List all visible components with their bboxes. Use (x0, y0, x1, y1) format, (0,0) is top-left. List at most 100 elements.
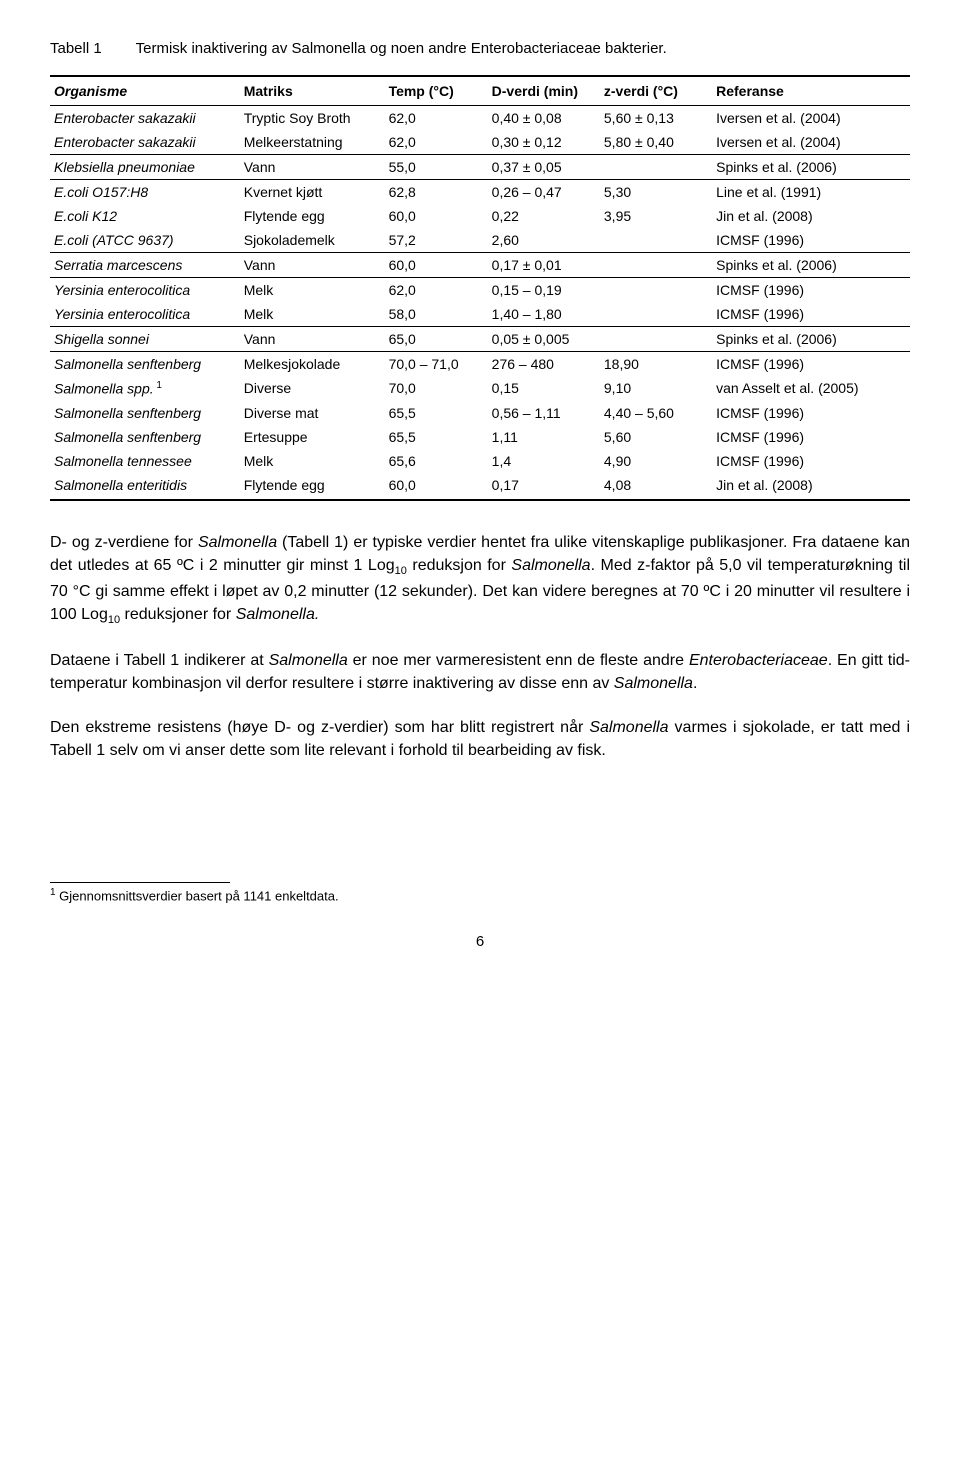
cell-organism: Salmonella senftenberg (50, 401, 240, 425)
p2-text: er noe mer varmeresistent enn de fleste … (348, 652, 689, 669)
cell-zvalue: 18,90 (600, 352, 712, 377)
table-label: Tabell 1 (50, 40, 102, 57)
table-row: Salmonella senftenbergMelkesjokolade70,0… (50, 352, 910, 377)
th-dvalue: D-verdi (min) (488, 76, 600, 106)
cell-dvalue: 1,40 – 1,80 (488, 302, 600, 327)
p1-text: reduksjon for (407, 557, 512, 574)
cell-temp: 60,0 (385, 204, 488, 228)
sub-10: 10 (108, 614, 120, 626)
paragraph-1: D- og z-verdiene for Salmonella (Tabell … (50, 531, 910, 630)
cell-dvalue: 0,17 (488, 473, 600, 500)
cell-organism: Salmonella tennessee (50, 449, 240, 473)
cell-matrix: Ertesuppe (240, 425, 385, 449)
table-row: Yersinia enterocoliticaMelk62,00,15 – 0,… (50, 278, 910, 303)
cell-dvalue: 0,30 ± 0,12 (488, 130, 600, 155)
cell-organism: E.coli (ATCC 9637) (50, 228, 240, 253)
cell-zvalue: 4,08 (600, 473, 712, 500)
cell-dvalue: 0,15 – 0,19 (488, 278, 600, 303)
table-row: Yersinia enterocoliticaMelk58,01,40 – 1,… (50, 302, 910, 327)
table-row: Salmonella senftenbergDiverse mat65,50,5… (50, 401, 910, 425)
table-row: E.coli O157:H8Kvernet kjøtt62,80,26 – 0,… (50, 180, 910, 205)
table-row: Shigella sonneiVann65,00,05 ± 0,005Spink… (50, 327, 910, 352)
th-reference: Referanse (712, 76, 910, 106)
p3-ital: Salmonella (589, 719, 668, 736)
cell-reference: Iversen et al. (2004) (712, 106, 910, 131)
cell-reference: ICMSF (1996) (712, 449, 910, 473)
table-row: Salmonella senftenbergErtesuppe65,51,115… (50, 425, 910, 449)
cell-reference: Iversen et al. (2004) (712, 130, 910, 155)
cell-zvalue: 5,60 ± 0,13 (600, 106, 712, 131)
cell-temp: 62,0 (385, 278, 488, 303)
cell-organism: Enterobacter sakazakii (50, 130, 240, 155)
th-matrix: Matriks (240, 76, 385, 106)
table-row: Salmonella tennesseeMelk65,61,44,90ICMSF… (50, 449, 910, 473)
footnote-text: Gjennomsnittsverdier basert på 1141 enke… (56, 888, 339, 903)
cell-reference: ICMSF (1996) (712, 278, 910, 303)
cell-temp: 65,5 (385, 425, 488, 449)
cell-reference: ICMSF (1996) (712, 425, 910, 449)
table-header-row: Organisme Matriks Temp (°C) D-verdi (min… (50, 76, 910, 106)
data-table: Organisme Matriks Temp (°C) D-verdi (min… (50, 75, 910, 501)
cell-temp: 57,2 (385, 228, 488, 253)
cell-dvalue: 0,40 ± 0,08 (488, 106, 600, 131)
cell-matrix: Flytende egg (240, 204, 385, 228)
p2-text: Dataene i Tabell 1 indikerer at (50, 652, 269, 669)
cell-organism: Enterobacter sakazakii (50, 106, 240, 131)
table-row: E.coli K12Flytende egg60,00,223,95Jin et… (50, 204, 910, 228)
p3-text: Den ekstreme resistens (høye D- og z-ver… (50, 719, 589, 736)
cell-temp: 62,0 (385, 130, 488, 155)
cell-reference: Spinks et al. (2006) (712, 327, 910, 352)
paragraph-2: Dataene i Tabell 1 indikerer at Salmonel… (50, 649, 910, 695)
cell-matrix: Melk (240, 449, 385, 473)
cell-matrix: Melk (240, 278, 385, 303)
cell-matrix: Vann (240, 327, 385, 352)
cell-dvalue: 0,15 (488, 376, 600, 401)
cell-organism: Salmonella senftenberg (50, 425, 240, 449)
cell-reference: ICMSF (1996) (712, 352, 910, 377)
cell-dvalue: 0,05 ± 0,005 (488, 327, 600, 352)
cell-temp: 70,0 (385, 376, 488, 401)
p1-ital: Salmonella (198, 534, 277, 551)
footnote: 1 Gjennomsnittsverdier basert på 1141 en… (50, 887, 910, 903)
cell-reference: Spinks et al. (2006) (712, 155, 910, 180)
cell-organism: Serratia marcescens (50, 253, 240, 278)
table-row: Serratia marcescensVann60,00,17 ± 0,01Sp… (50, 253, 910, 278)
table-row: E.coli (ATCC 9637)Sjokolademelk57,22,60 I… (50, 228, 910, 253)
cell-zvalue: 9,10 (600, 376, 712, 401)
cell-reference: Line et al. (1991) (712, 180, 910, 205)
cell-zvalue: 5,60 (600, 425, 712, 449)
cell-organism: E.coli O157:H8 (50, 180, 240, 205)
p2-ital: Enterobacteriaceae (689, 652, 828, 669)
cell-reference: Spinks et al. (2006) (712, 253, 910, 278)
cell-organism: Salmonella enteritidis (50, 473, 240, 500)
cell-matrix: Kvernet kjøtt (240, 180, 385, 205)
cell-temp: 60,0 (385, 253, 488, 278)
table-row: Salmonella enteritidisFlytende egg60,00,… (50, 473, 910, 500)
cell-temp: 60,0 (385, 473, 488, 500)
cell-dvalue: 2,60 (488, 228, 600, 253)
cell-reference: ICMSF (1996) (712, 401, 910, 425)
cell-dvalue: 1,11 (488, 425, 600, 449)
cell-zvalue: 3,95 (600, 204, 712, 228)
cell-organism: Klebsiella pneumoniae (50, 155, 240, 180)
cell-zvalue (600, 327, 712, 352)
cell-zvalue (600, 253, 712, 278)
p1-ital: Salmonella. (236, 606, 320, 623)
cell-dvalue: 1,4 (488, 449, 600, 473)
cell-matrix: Sjokolademelk (240, 228, 385, 253)
cell-matrix: Melk (240, 302, 385, 327)
cell-reference: Jin et al. (2008) (712, 204, 910, 228)
cell-temp: 65,5 (385, 401, 488, 425)
cell-reference: van Asselt et al. (2005) (712, 376, 910, 401)
cell-dvalue: 0,26 – 0,47 (488, 180, 600, 205)
paragraph-3: Den ekstreme resistens (høye D- og z-ver… (50, 716, 910, 762)
cell-reference: ICMSF (1996) (712, 228, 910, 253)
cell-organism: Salmonella senftenberg (50, 352, 240, 377)
table-row: Klebsiella pneumoniaeVann55,00,37 ± 0,05… (50, 155, 910, 180)
cell-zvalue (600, 302, 712, 327)
cell-organism: Shigella sonnei (50, 327, 240, 352)
cell-matrix: Melkeerstatning (240, 130, 385, 155)
cell-matrix: Diverse mat (240, 401, 385, 425)
cell-dvalue: 276 – 480 (488, 352, 600, 377)
cell-dvalue: 0,37 ± 0,05 (488, 155, 600, 180)
